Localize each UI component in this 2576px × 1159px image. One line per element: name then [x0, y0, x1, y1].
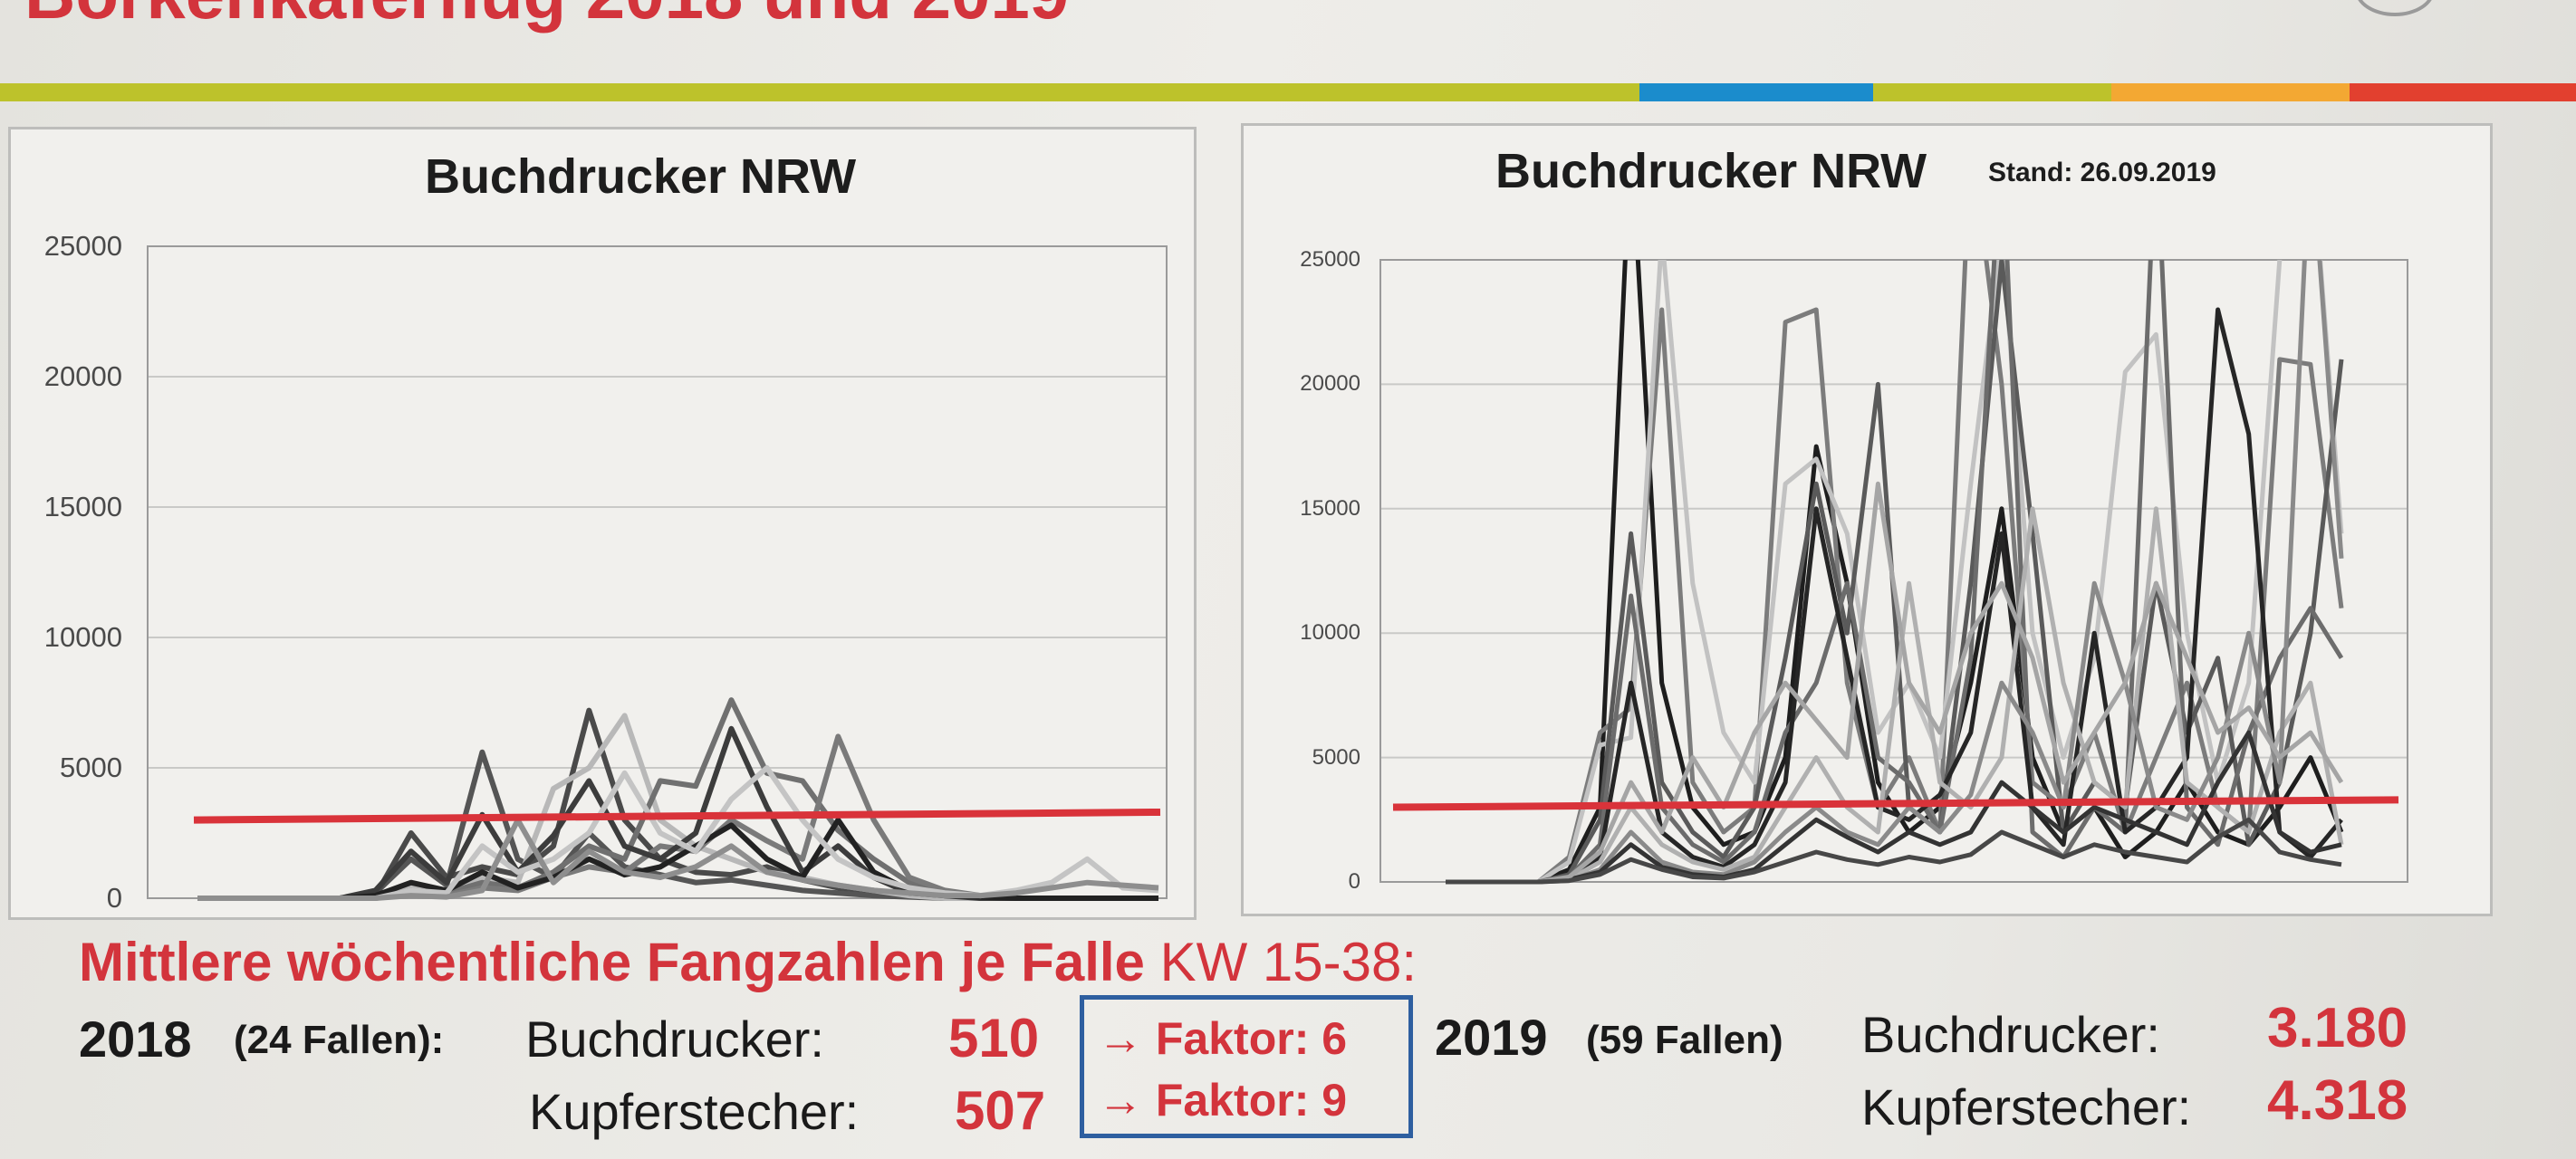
y-tick-label: 15000 — [1300, 495, 1360, 521]
factor-kupferstecher: → Faktor: 9 — [1098, 1075, 1348, 1125]
chart-panel-2018 — [8, 127, 1197, 920]
series-line-0 — [1446, 260, 2344, 885]
y-tick-label: 0 — [106, 882, 122, 914]
stripe-segment — [0, 83, 1639, 101]
stripe-segment — [1639, 83, 1873, 101]
plot-area — [1379, 259, 2408, 883]
series-line-8 — [197, 817, 1159, 901]
y-tick-label: 5000 — [60, 752, 122, 783]
kupferstecher-value-2018: 507 — [955, 1080, 1046, 1141]
y-tick-label: 5000 — [1312, 744, 1360, 770]
summary-heading-bold: Mittlere wöchentliche Fangzahlen je Fall… — [79, 932, 1145, 992]
y-tick-label: 0 — [1348, 869, 1360, 894]
y-tick-label: 15000 — [43, 491, 122, 522]
chart-title: Buchdrucker NRW — [1495, 144, 1927, 198]
buchdrucker-value-2019: 3.180 — [2267, 997, 2408, 1059]
series-line-5 — [1446, 307, 2343, 885]
series-line-10 — [1446, 817, 2342, 885]
chart-0 — [147, 245, 1168, 901]
plot-area — [147, 245, 1168, 899]
traps-2019: (59 Fallen) — [1586, 1018, 1783, 1062]
buchdrucker-label-2019: Buchdrucker: — [1861, 1006, 2160, 1063]
summary-heading-range: KW 15-38: — [1144, 932, 1418, 992]
series-line-8 — [1446, 730, 2342, 885]
year-2019: 2019 — [1435, 1009, 1548, 1066]
stripe-segment — [1873, 83, 2111, 101]
summary-heading: Mittlere wöchentliche Fangzahlen je Fall… — [79, 931, 1417, 993]
series-line-9 — [1446, 481, 2344, 885]
stripe-segment — [2350, 83, 2576, 101]
kupferstecher-label-2018: Kupferstecher: — [529, 1083, 860, 1140]
kupferstecher-value-2019: 4.318 — [2267, 1069, 2408, 1132]
stripe-segment — [2111, 83, 2350, 101]
factor-buchdrucker: → Faktor: 6 — [1098, 1013, 1348, 1064]
y-tick-label: 25000 — [1300, 247, 1360, 272]
year-2018: 2018 — [79, 1011, 192, 1068]
threshold-line — [1392, 796, 2399, 811]
y-tick-label: 10000 — [43, 621, 122, 653]
poster-title: Borkenkäferflug 2018 und 2019 — [24, 0, 1069, 35]
buchdrucker-label-2018: Buchdrucker: — [525, 1011, 824, 1068]
chart-subtitle: Stand: 26.09.2019 — [1988, 158, 2216, 187]
y-tick-label: 25000 — [43, 230, 122, 262]
threshold-line — [193, 808, 1161, 824]
chart-panel-2019 — [1241, 123, 2493, 916]
series-line-0 — [197, 749, 1158, 901]
y-tick-label: 10000 — [1300, 620, 1360, 646]
y-tick-label: 20000 — [1300, 371, 1360, 397]
series-line-6 — [1446, 506, 2344, 885]
traps-2018: (24 Fallen): — [234, 1018, 445, 1062]
factor-box — [1080, 995, 1413, 1138]
y-tick-label: 20000 — [43, 360, 122, 392]
chart-title: Buchdrucker NRW — [424, 149, 857, 204]
chart-1 — [1379, 259, 2408, 885]
kupferstecher-label-2019: Kupferstecher: — [1861, 1078, 2192, 1135]
buchdrucker-value-2018: 510 — [948, 1008, 1040, 1068]
